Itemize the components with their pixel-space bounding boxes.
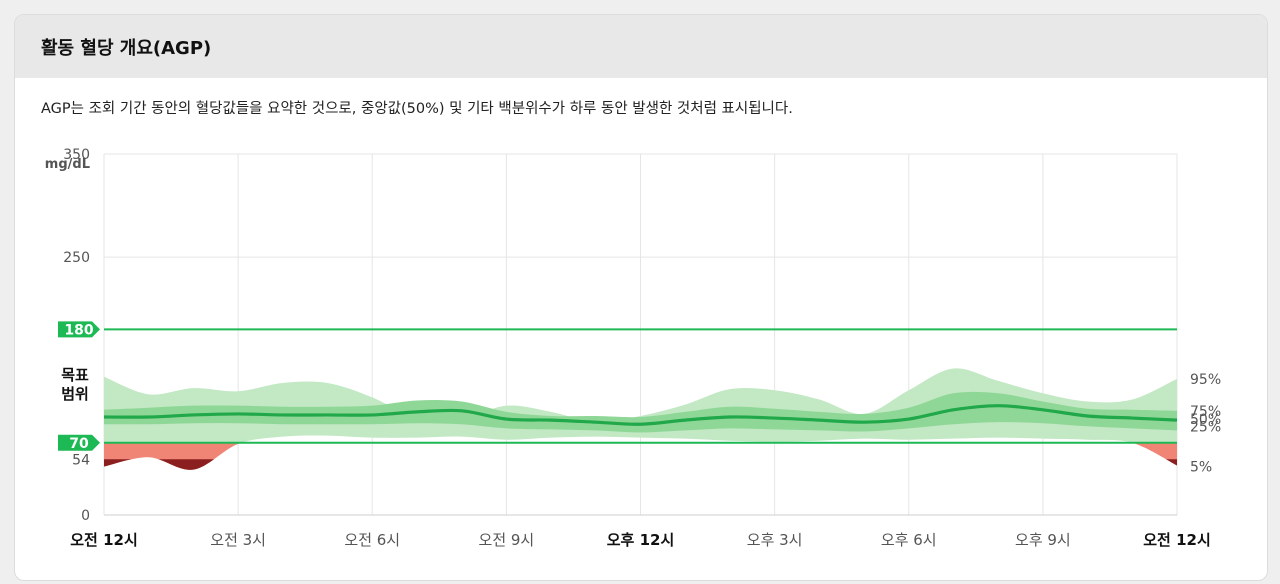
x-tick-label: 오후 9시 <box>1015 531 1071 549</box>
target-range-label-1: 목표 <box>61 366 89 384</box>
percentile-label: 50% <box>1190 412 1221 428</box>
x-tick-label: 오전 6시 <box>344 531 400 549</box>
x-tick-label: 오전 3시 <box>210 531 266 549</box>
target-low-label: 70 <box>69 436 89 452</box>
band-very-low-region <box>104 459 1177 470</box>
x-tick-label: 오후 3시 <box>747 531 803 549</box>
x-tick-label: 오전 9시 <box>479 531 535 549</box>
y-tick-label: 350 <box>63 147 90 163</box>
percentile-label: 95% <box>1190 372 1221 388</box>
band-25-75 <box>104 391 1177 433</box>
percentile-label: 5% <box>1190 460 1212 476</box>
x-tick-label: 오후 12시 <box>607 531 675 549</box>
target-low-label-bg <box>58 434 100 451</box>
target-range-label-2: 범위 <box>61 385 89 403</box>
y-tick-label: 250 <box>63 250 90 266</box>
y-tick-label: 0 <box>81 508 90 524</box>
card-description: AGP는 조회 기간 동안의 혈당값들을 요약한 것으로, 중앙값(50%) 및… <box>41 101 793 117</box>
band-low-region <box>104 442 1177 470</box>
y-tick-label: 54 <box>72 452 90 468</box>
x-tick-label: 오전 12시 <box>70 531 138 549</box>
x-tick-label: 오전 12시 <box>1143 531 1211 549</box>
target-high-label: 180 <box>64 322 93 338</box>
y-unit-label: mg/dL <box>45 157 90 172</box>
target-high-label-bg <box>58 321 100 338</box>
card-title: 활동 혈당 개요(AGP) <box>41 37 212 59</box>
median-line <box>103 404 1178 426</box>
card-header: 활동 혈당 개요(AGP) <box>15 15 1267 78</box>
percentile-label: 25% <box>1190 419 1221 435</box>
x-tick-label: 오후 6시 <box>881 531 937 549</box>
percentile-label: 75% <box>1190 404 1221 420</box>
